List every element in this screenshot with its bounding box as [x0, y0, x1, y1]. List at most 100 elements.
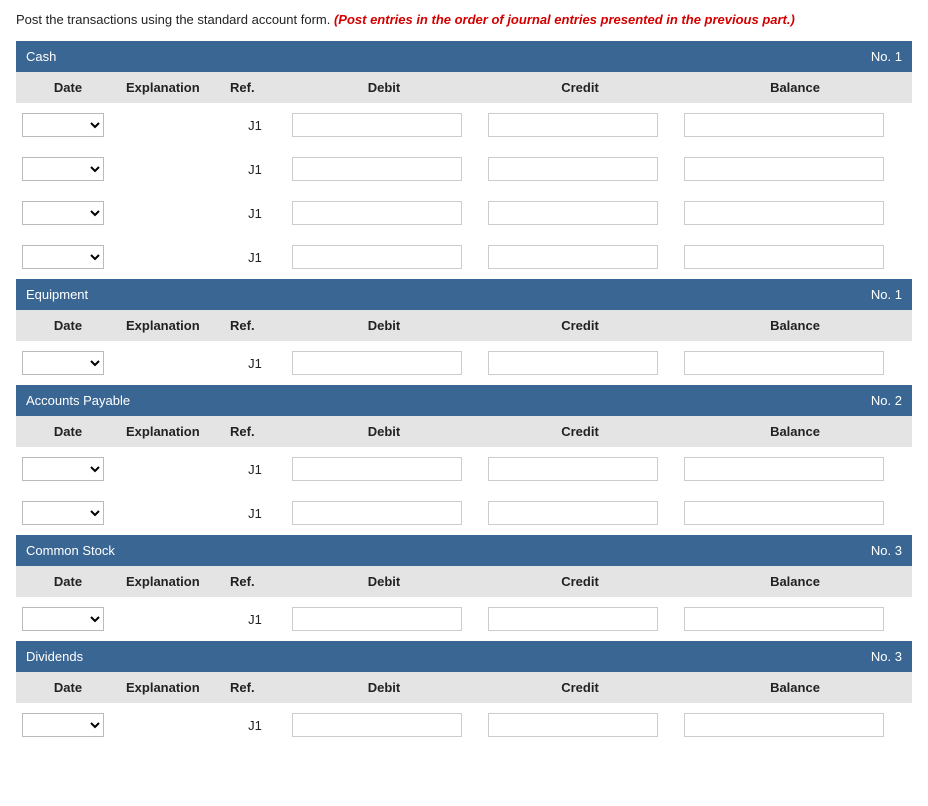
date-select[interactable]	[22, 457, 104, 481]
debit-field[interactable]	[292, 113, 462, 137]
date-select[interactable]	[22, 201, 104, 225]
credit-field[interactable]	[488, 713, 658, 737]
column-header-credit: Credit	[482, 566, 678, 597]
table-row: J1	[16, 341, 912, 385]
account-name: Common Stock	[26, 543, 115, 558]
ref-cell: J1	[224, 250, 286, 265]
ref-cell: J1	[224, 356, 286, 371]
table-row: J1	[16, 597, 912, 641]
balance-field[interactable]	[684, 607, 884, 631]
instruction-black: Post the transactions using the standard…	[16, 12, 334, 27]
balance-field[interactable]	[684, 157, 884, 181]
debit-field[interactable]	[292, 351, 462, 375]
date-select[interactable]	[22, 157, 104, 181]
column-header-explanation: Explanation	[120, 416, 224, 447]
column-header-row: DateExplanationRef.DebitCreditBalance	[16, 672, 912, 703]
balance-field[interactable]	[684, 457, 884, 481]
date-select[interactable]	[22, 113, 104, 137]
account-title-row: Accounts PayableNo. 2	[16, 385, 912, 416]
credit-field[interactable]	[488, 457, 658, 481]
debit-field[interactable]	[292, 157, 462, 181]
date-select[interactable]	[22, 501, 104, 525]
credit-field[interactable]	[488, 201, 658, 225]
debit-field[interactable]	[292, 245, 462, 269]
debit-field[interactable]	[292, 501, 462, 525]
column-header-row: DateExplanationRef.DebitCreditBalance	[16, 566, 912, 597]
column-header-row: DateExplanationRef.DebitCreditBalance	[16, 416, 912, 447]
column-header-row: DateExplanationRef.DebitCreditBalance	[16, 72, 912, 103]
column-header-debit: Debit	[286, 72, 482, 103]
column-header-credit: Credit	[482, 416, 678, 447]
column-header-credit: Credit	[482, 72, 678, 103]
account-title-row: Cash No. 1	[16, 41, 912, 72]
column-header-credit: Credit	[482, 672, 678, 703]
date-select[interactable]	[22, 245, 104, 269]
column-header-debit: Debit	[286, 416, 482, 447]
credit-field[interactable]	[488, 607, 658, 631]
column-header-debit: Debit	[286, 672, 482, 703]
column-header-explanation: Explanation	[120, 672, 224, 703]
date-select[interactable]	[22, 351, 104, 375]
ref-cell: J1	[224, 506, 286, 521]
debit-field[interactable]	[292, 201, 462, 225]
credit-field[interactable]	[488, 501, 658, 525]
account-number: No. 2	[871, 393, 902, 408]
balance-field[interactable]	[684, 351, 884, 375]
column-header-date: Date	[16, 72, 120, 103]
account-name: Dividends	[26, 649, 83, 664]
account-accounts-payable: Accounts PayableNo. 2DateExplanationRef.…	[16, 385, 912, 535]
account-title-row: Common Stock No. 3	[16, 535, 912, 566]
account-title-row: Equipment No. 1	[16, 279, 912, 310]
column-header-balance: Balance	[678, 672, 912, 703]
balance-field[interactable]	[684, 245, 884, 269]
account-name: Equipment	[26, 287, 88, 302]
debit-field[interactable]	[292, 607, 462, 631]
balance-field[interactable]	[684, 501, 884, 525]
account-number: No. 1	[871, 49, 902, 64]
table-row: J1	[16, 491, 912, 535]
table-row: J1	[16, 447, 912, 491]
column-header-explanation: Explanation	[120, 566, 224, 597]
account-number: No. 3	[871, 649, 902, 664]
date-select[interactable]	[22, 713, 104, 737]
column-header-balance: Balance	[678, 416, 912, 447]
ref-cell: J1	[224, 118, 286, 133]
column-header-explanation: Explanation	[120, 72, 224, 103]
ref-cell: J1	[224, 462, 286, 477]
column-header-date: Date	[16, 566, 120, 597]
column-header-ref: Ref.	[224, 310, 286, 341]
column-header-balance: Balance	[678, 72, 912, 103]
accounts-container: CashNo. 1DateExplanationRef.DebitCreditB…	[16, 41, 912, 747]
ref-cell: J1	[224, 162, 286, 177]
column-header-ref: Ref.	[224, 416, 286, 447]
date-select[interactable]	[22, 607, 104, 631]
balance-field[interactable]	[684, 113, 884, 137]
account-dividends: Dividends No. 3 DateExplanationRef.DebitCr…	[16, 641, 912, 747]
debit-field[interactable]	[292, 457, 462, 481]
account-name: Cash	[26, 49, 56, 64]
account-number: No. 3	[871, 543, 902, 558]
instruction-red: (Post entries in the order of journal en…	[334, 12, 795, 27]
column-header-debit: Debit	[286, 566, 482, 597]
credit-field[interactable]	[488, 245, 658, 269]
column-header-ref: Ref.	[224, 672, 286, 703]
column-header-explanation: Explanation	[120, 310, 224, 341]
credit-field[interactable]	[488, 351, 658, 375]
balance-field[interactable]	[684, 713, 884, 737]
column-header-date: Date	[16, 416, 120, 447]
table-row: J1	[16, 103, 912, 147]
ref-cell: J1	[224, 206, 286, 221]
column-header-balance: Balance	[678, 566, 912, 597]
column-header-row: DateExplanationRef.DebitCreditBalance	[16, 310, 912, 341]
table-row: J1	[16, 235, 912, 279]
instruction: Post the transactions using the standard…	[16, 12, 912, 27]
ref-cell: J1	[224, 718, 286, 733]
balance-field[interactable]	[684, 201, 884, 225]
account-number: No. 1	[871, 287, 902, 302]
debit-field[interactable]	[292, 713, 462, 737]
credit-field[interactable]	[488, 157, 658, 181]
credit-field[interactable]	[488, 113, 658, 137]
table-row: J1	[16, 147, 912, 191]
column-header-balance: Balance	[678, 310, 912, 341]
ref-cell: J1	[224, 612, 286, 627]
